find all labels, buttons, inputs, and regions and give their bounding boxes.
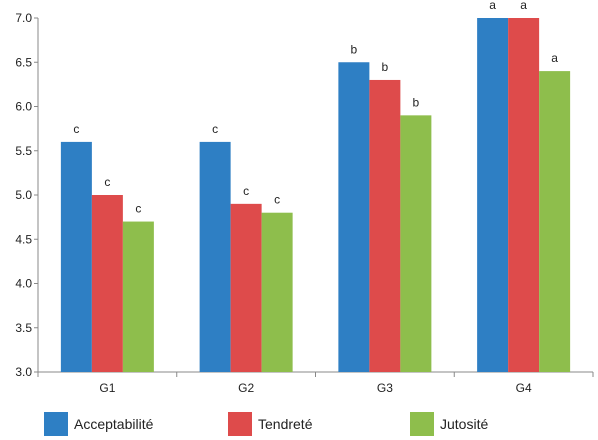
bar-g3-1 (338, 62, 370, 372)
bar-g3-3 (400, 115, 432, 372)
y-tick-label: 3.0 (15, 365, 32, 379)
bar-g4-2 (508, 18, 540, 372)
y-tick-label: 6.0 (15, 100, 32, 114)
legend-swatch (44, 412, 68, 436)
bar-g4-1 (477, 18, 509, 372)
y-tick-label: 5.0 (15, 188, 32, 202)
legend-swatch (228, 412, 252, 436)
legend-item: Tendreté (228, 410, 312, 438)
legend-label: Jutosité (440, 416, 489, 432)
legend-item: Jutosité (410, 410, 488, 438)
y-tick-label: 4.0 (15, 277, 32, 291)
y-tick-label: 7.0 (15, 11, 32, 25)
legend-label: Acceptabilité (74, 416, 154, 432)
bar-data-label: c (212, 122, 218, 136)
legend-swatch (410, 412, 434, 436)
bar-g3-2 (369, 79, 401, 372)
bar-data-label: b (351, 42, 358, 56)
bar-data-label: c (243, 184, 249, 198)
x-tick-label: G4 (516, 381, 532, 395)
bar-data-label: c (104, 175, 110, 189)
bar-data-label: c (73, 122, 79, 136)
y-tick-label: 6.5 (15, 55, 32, 69)
bar-data-label: b (382, 60, 389, 74)
y-tick-label: 5.5 (15, 144, 32, 158)
legend-label: Tendreté (258, 416, 313, 432)
bar-g2-2 (230, 203, 262, 372)
bar-data-label: b (413, 95, 420, 109)
x-tick-label: G3 (377, 381, 393, 395)
y-tick-label: 3.5 (15, 321, 32, 335)
bar-g1-3 (122, 221, 154, 372)
bar-g1-2 (91, 195, 123, 372)
x-tick-label: G2 (238, 381, 254, 395)
x-tick-label: G1 (99, 381, 115, 395)
bar-chart: 3.0 3.5 4.0 4.5 5.0 5.5 6.0 6.5 7.0 G1 c c c G2 c c c G3 b… (15, 0, 594, 395)
bar-data-label: c (135, 202, 141, 216)
bar-data-label: c (274, 193, 280, 207)
legend-item: Acceptabilité (44, 410, 153, 438)
bar-g2-1 (199, 141, 231, 372)
bar-g4-3 (539, 71, 571, 372)
y-tick-label: 4.5 (15, 232, 32, 246)
bar-data-label: a (551, 51, 558, 65)
bar-data-label: a (489, 0, 496, 12)
bar-data-label: a (520, 0, 527, 12)
bar-g1-1 (60, 141, 92, 372)
plot-area: 3.0 3.5 4.0 4.5 5.0 5.5 6.0 6.5 7.0 G1 c c c G2 c c c G3 b… (15, 0, 594, 395)
bar-g2-3 (261, 212, 293, 372)
legend: Acceptabilité Tendreté Jutosité (0, 410, 598, 440)
